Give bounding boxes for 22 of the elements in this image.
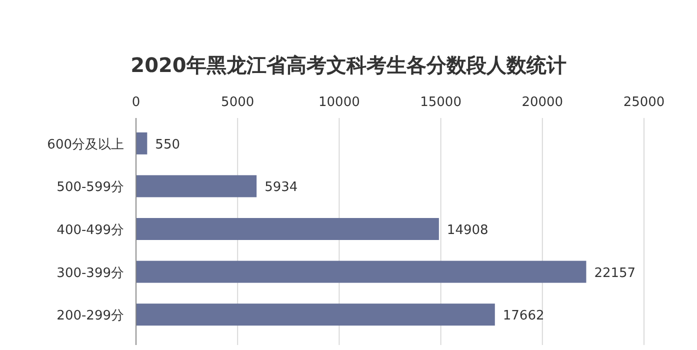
- bar: [136, 175, 257, 198]
- x-tick-label: 25000: [623, 95, 665, 110]
- data-label: 14908: [446, 223, 488, 238]
- x-tick-label: 20000: [522, 95, 564, 110]
- data-label: 550: [155, 137, 180, 152]
- x-tick-label: 15000: [420, 95, 462, 110]
- data-label: 17662: [502, 308, 544, 324]
- y-tick-label: 600分及以上: [47, 137, 124, 152]
- bar: [136, 260, 586, 283]
- x-tick-label: 5000: [221, 95, 254, 110]
- y-tick-label: 400-499分: [56, 223, 124, 238]
- x-tick-label: 10000: [318, 95, 360, 110]
- x-tick-label: 0: [132, 95, 140, 110]
- data-label: 5934: [264, 180, 298, 196]
- bar: [136, 218, 439, 240]
- bar: [136, 304, 495, 326]
- bar: [136, 132, 148, 154]
- data-label: 22157: [594, 266, 636, 281]
- chart-title: 2020年黑龙江省高考文科考生各分数段人数统计: [130, 53, 566, 77]
- y-tick-label: 300-399分: [56, 266, 124, 281]
- y-tick-label: 200-299分: [56, 308, 124, 324]
- y-tick-label: 500-599分: [56, 180, 124, 196]
